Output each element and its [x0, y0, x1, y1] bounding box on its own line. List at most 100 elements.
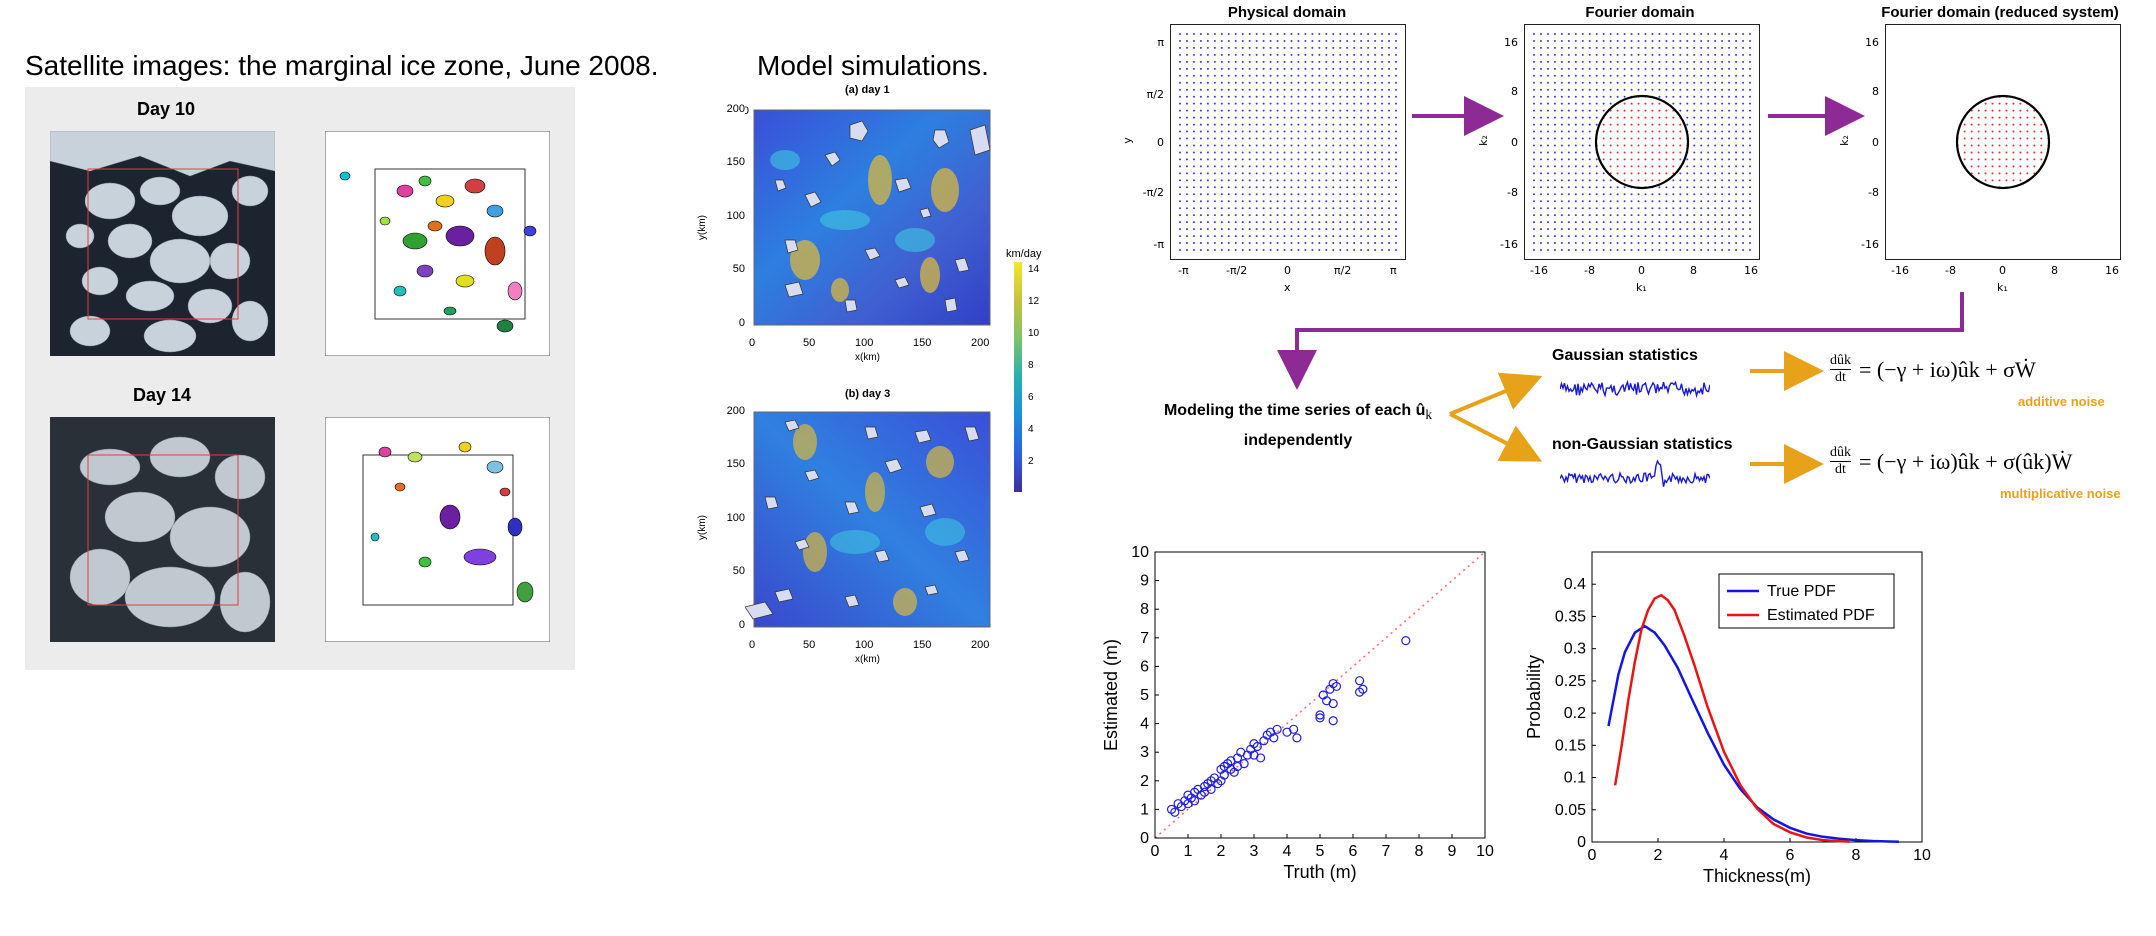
grid-dot: [1262, 130, 1265, 133]
grid-dot: [1206, 172, 1209, 175]
fourier-dot: [1567, 242, 1570, 245]
fourier-dot: [1665, 74, 1668, 77]
fourier-dot: [1546, 46, 1549, 49]
grid-dot: [1206, 67, 1209, 70]
grid-dot: [1227, 186, 1230, 189]
grid-dot: [1220, 95, 1223, 98]
fourier-dot: [1602, 221, 1605, 224]
fourier-dot: [1581, 144, 1584, 147]
grid-dot: [1185, 60, 1188, 63]
grid-dot: [1206, 235, 1209, 238]
fourier-dot: [1651, 116, 1654, 119]
grid-dot: [1325, 200, 1328, 203]
reduced-dot: [1998, 158, 2001, 161]
reduced-dot: [2040, 137, 2043, 140]
fourier-dot: [1602, 95, 1605, 98]
grid-dot: [1290, 39, 1293, 42]
grid-dot: [1332, 249, 1335, 251]
grid-dot: [1290, 165, 1293, 168]
grid-dot: [1206, 179, 1209, 182]
fourier-dot: [1574, 186, 1577, 189]
grid-dot: [1381, 109, 1384, 112]
grid-dot: [1374, 207, 1377, 210]
fourier-dot: [1567, 179, 1570, 182]
grid-dot: [1339, 228, 1342, 231]
grid-dot: [1311, 130, 1314, 133]
grid-dot: [1332, 165, 1335, 168]
reduced-dot: [2040, 144, 2043, 147]
reduced-dot: [1963, 151, 1966, 154]
fourier-dot: [1539, 88, 1542, 91]
grid-dot: [1353, 60, 1356, 63]
grid-dot: [1241, 67, 1244, 70]
fourier-dot: [1749, 130, 1751, 133]
grid-dot: [1297, 193, 1300, 196]
fourier-dot: [1707, 249, 1710, 251]
grid-dot: [1311, 53, 1314, 56]
grid-dot: [1332, 221, 1335, 224]
fourier-dot: [1574, 151, 1577, 154]
grid-dot: [1192, 144, 1195, 147]
grid-dot: [1339, 123, 1342, 126]
fourier-dot: [1749, 179, 1751, 182]
fourier-dot: [1707, 88, 1710, 91]
reduced-dot: [1970, 116, 1973, 119]
grid-dot: [1248, 200, 1251, 203]
grid-dot: [1388, 228, 1391, 231]
fourier-dot: [1728, 158, 1731, 161]
fourier-dot: [1679, 144, 1682, 147]
fourier-dot: [1553, 207, 1556, 210]
four-xtick: 8: [1690, 264, 1697, 277]
fourier-dot: [1707, 235, 1710, 238]
grid-dot: [1311, 137, 1314, 140]
grid-dot: [1346, 172, 1349, 175]
reduced-dot: [2033, 137, 2036, 140]
grid-dot: [1283, 74, 1286, 77]
sim-a-xtick-150: 150: [913, 337, 932, 349]
grid-dot: [1192, 88, 1195, 91]
cb-tick-12: 12: [1028, 296, 1040, 307]
grid-dot: [1346, 214, 1349, 217]
fourier-dot: [1700, 137, 1703, 140]
fourier-dot: [1742, 158, 1745, 161]
grid-dot: [1311, 179, 1314, 182]
fourier-dot: [1609, 144, 1612, 147]
fourier-dot: [1686, 46, 1689, 49]
grid-dot: [1367, 235, 1370, 238]
phys-xticks: -π -π/2 0 π/2 π: [1170, 264, 1406, 280]
fourier-dot: [1623, 137, 1626, 140]
grid-dot: [1199, 158, 1202, 161]
grid-dot: [1255, 102, 1258, 105]
fourier-dot: [1651, 228, 1654, 231]
fourier-dot: [1533, 53, 1535, 56]
fourier-dot: [1735, 179, 1738, 182]
grid-dot: [1395, 33, 1397, 35]
grid-dot: [1255, 144, 1258, 147]
fourier-dot: [1721, 53, 1724, 56]
fourier-dot: [1693, 67, 1696, 70]
grid-dot: [1360, 158, 1363, 161]
grid-dot: [1276, 221, 1279, 224]
reduced-dot: [1998, 102, 2001, 105]
fourier-dot: [1665, 95, 1668, 98]
fourier-dot: [1686, 74, 1689, 77]
fourier-dot: [1693, 207, 1696, 210]
grid-dot: [1388, 123, 1391, 126]
fourier-dot: [1630, 74, 1633, 77]
fourier-dot: [1686, 67, 1689, 70]
fourier-dot: [1665, 116, 1668, 119]
fourier-dot: [1560, 46, 1563, 49]
grid-dot: [1241, 60, 1244, 63]
grid-dot: [1297, 109, 1300, 112]
fourier-dot: [1679, 130, 1682, 133]
four-ytick: 16: [1504, 36, 1518, 49]
grid-dot: [1290, 249, 1293, 251]
grid-dot: [1179, 186, 1181, 189]
fourier-dot: [1602, 60, 1605, 63]
grid-dot: [1297, 123, 1300, 126]
reduced-dot: [2005, 123, 2008, 126]
grid-dot: [1241, 165, 1244, 168]
fourier-dot: [1651, 123, 1654, 126]
grid-dot: [1311, 235, 1314, 238]
fourier-dot: [1637, 214, 1640, 217]
